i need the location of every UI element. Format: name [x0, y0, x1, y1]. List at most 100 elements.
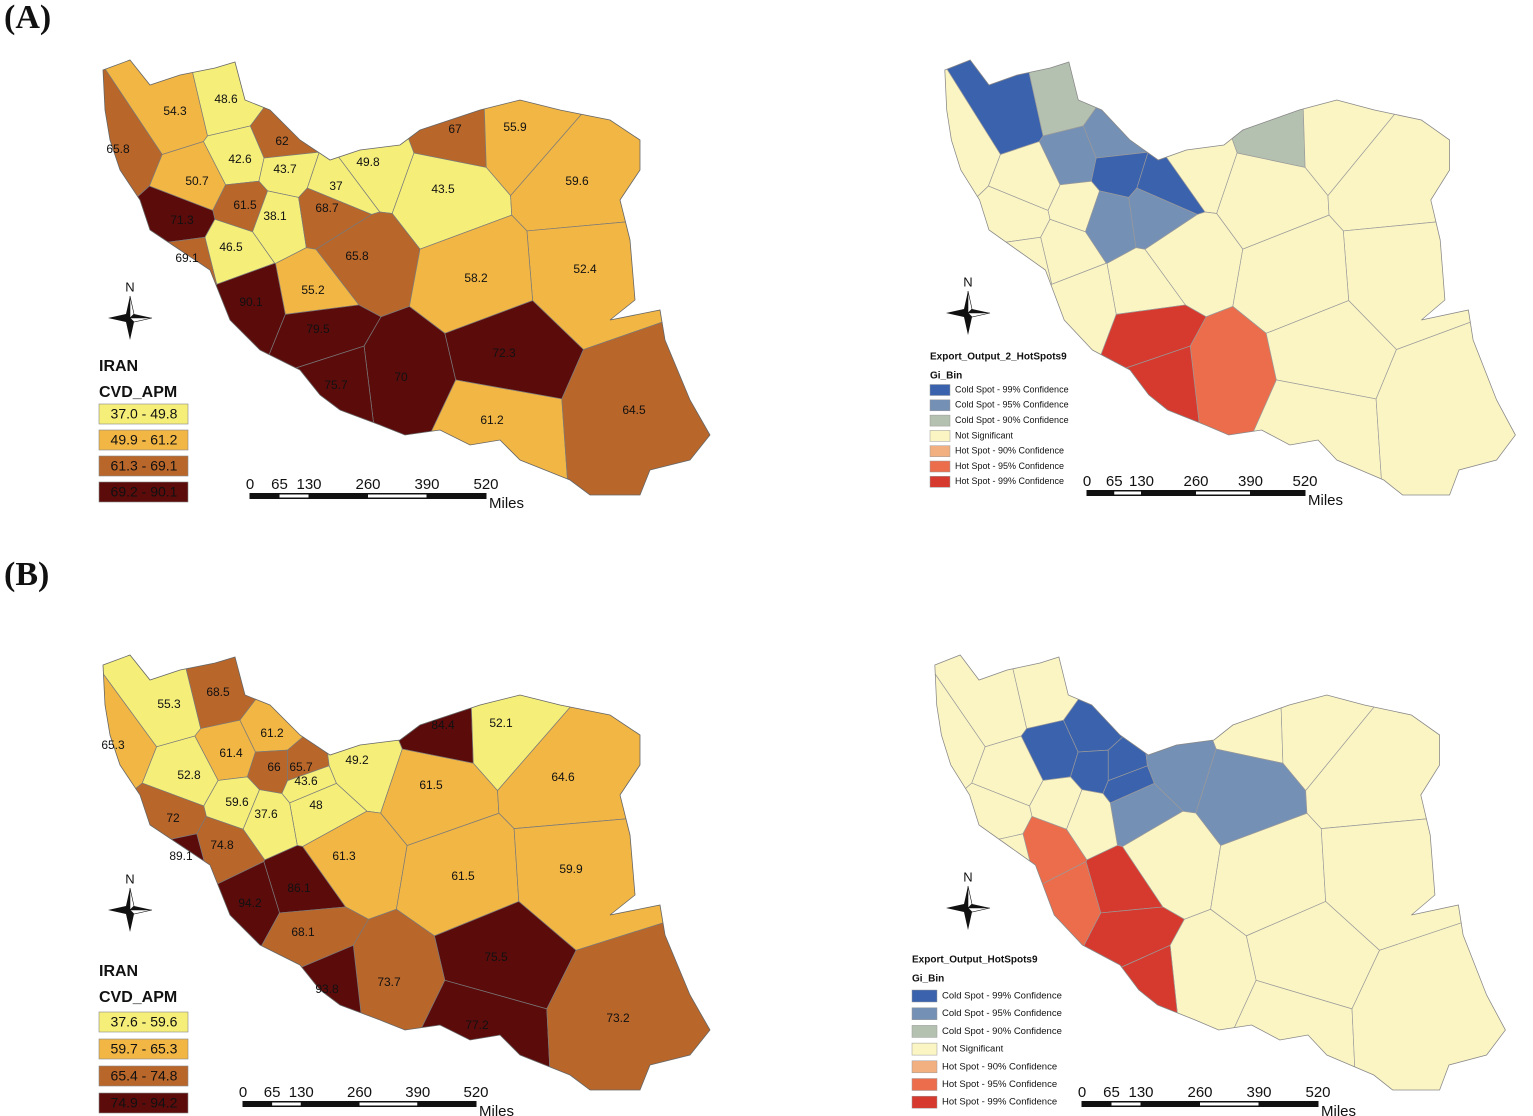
legend-field: Gi_Bin [912, 974, 944, 985]
country-outline [102, 654, 711, 1091]
province-value: 65.7 [289, 760, 313, 774]
province-value: 59.6 [225, 795, 249, 809]
province [249, 60, 352, 159]
scale-label: 0 [239, 1084, 247, 1101]
legend-swatch [911, 989, 938, 1003]
region [1082, 60, 1179, 159]
province-value: 73.7 [377, 975, 401, 989]
region-layer [944, 60, 1516, 495]
province-value: 43.5 [431, 182, 455, 196]
scale-unit: Miles [489, 495, 524, 512]
scale-segment [359, 1102, 418, 1106]
legend-swatch [911, 1095, 938, 1109]
province-value: 55.2 [301, 283, 325, 297]
legend-label: 74.9 - 94.2 [111, 1095, 178, 1111]
legend-swatch [98, 1092, 189, 1114]
region [1022, 60, 1141, 137]
province [178, 655, 302, 729]
province [239, 655, 350, 753]
province-value: 64.5 [622, 403, 646, 417]
province-value: 75.7 [324, 378, 348, 392]
legend-swatch [929, 460, 951, 473]
scale-label: 520 [1305, 1084, 1330, 1101]
north-arrow-inner [129, 295, 153, 323]
legend-title: Export_Output_2_HotSpots9 [930, 352, 1067, 363]
legend-swatch [929, 445, 951, 457]
province-value: 68.1 [291, 925, 315, 939]
scale-label: 390 [1238, 473, 1263, 490]
province-value: 67 [448, 122, 462, 136]
scale-label: 130 [1128, 1084, 1153, 1101]
province-value: 89.1 [169, 849, 193, 863]
province-value: 93.8 [315, 982, 339, 996]
legend-swatch [98, 1065, 189, 1087]
scale-segment [1196, 491, 1251, 495]
legend-label: 49.9 - 61.2 [111, 432, 178, 448]
province-value: 64.6 [551, 770, 575, 784]
scale-label: 520 [473, 476, 498, 493]
legend-swatch [98, 1038, 189, 1060]
province-value: 61.5 [451, 869, 475, 883]
province-value: 62 [275, 134, 289, 148]
country-outline [934, 654, 1506, 1091]
scale-label: 65 [1106, 473, 1123, 490]
legend-label: Cold Spot - 99% Confidence [942, 991, 1062, 1002]
scale-label: 130 [296, 476, 321, 493]
north-label: N [963, 869, 972, 884]
legend-title: Export_Output_HotSpots9 [912, 955, 1038, 966]
scale-label: 260 [355, 476, 380, 493]
country-outline [944, 59, 1516, 496]
legend-swatch [98, 481, 189, 503]
legend-variable: CVD_APM [99, 989, 177, 1006]
province-value: 58.2 [464, 271, 488, 285]
province-value: 86.1 [287, 881, 311, 895]
province [185, 60, 312, 137]
scale-segment [1111, 1102, 1141, 1106]
province-value: 37 [329, 179, 343, 193]
province-value: 90.1 [239, 295, 263, 309]
scale-label: 65 [1103, 1084, 1120, 1101]
legend-swatch [911, 1007, 938, 1020]
scale-segment [368, 494, 427, 498]
legend-variable: CVD_APM [99, 384, 177, 401]
province-value: 72.3 [492, 346, 516, 360]
province-value: 59.9 [559, 862, 583, 876]
scale-label: 0 [1083, 473, 1091, 490]
legend-swatch [929, 414, 951, 427]
province-value: 68.5 [206, 685, 230, 699]
legend-label: Cold Spot - 95% Confidence [955, 400, 1069, 410]
scale-label: 520 [1292, 473, 1317, 490]
legend-swatch [98, 455, 189, 477]
legend-label: Not Significant [942, 1044, 1004, 1055]
legend-swatch [911, 1060, 938, 1074]
province-value: 59.6 [565, 174, 589, 188]
province-value: 65.3 [101, 738, 125, 752]
legend-label: Hot Spot - 95% Confidence [955, 461, 1064, 471]
choropleth-map: 54.3 48.6 62 67 55.9 65.8 42.6 43.7 49.8 37 43.5 59… [98, 59, 711, 512]
north-arrow-inner [967, 290, 991, 318]
province-value: 38.1 [263, 209, 287, 223]
province-value: 70 [394, 370, 408, 384]
legend-label: Hot Spot - 90% Confidence [955, 446, 1064, 456]
legend-label: 37.0 - 49.8 [111, 406, 178, 422]
hotspot-map: Export_Output_2_HotSpots9 Gi_Bin Cold Spot… [929, 59, 1516, 509]
scale-label: 260 [347, 1084, 372, 1101]
province-value: 52.4 [573, 262, 597, 276]
scale-segment [272, 1102, 302, 1106]
legend-country: IRAN [99, 358, 138, 375]
legend-swatch [929, 476, 951, 488]
region-layer [934, 655, 1506, 1090]
north-arrow-inner [129, 887, 153, 915]
legend-label: 69.2 - 90.1 [111, 484, 178, 500]
province-value: 61.5 [233, 198, 257, 212]
choropleth-map: 55.3 68.5 65.3 61.2 84.4 52.1 61.4 66 65.7 49.2 43… [98, 654, 711, 1116]
province-value: 73.2 [606, 1011, 630, 1025]
legend-label: Cold Spot - 99% Confidence [955, 384, 1069, 394]
region [1063, 655, 1167, 753]
legend-label: 65.4 - 74.8 [111, 1068, 178, 1084]
scale-unit: Miles [479, 1103, 514, 1116]
province-value: 74.8 [210, 838, 234, 852]
legend-swatch [911, 1025, 938, 1038]
province-value: 48 [309, 798, 323, 812]
scale-label: 130 [1129, 473, 1154, 490]
